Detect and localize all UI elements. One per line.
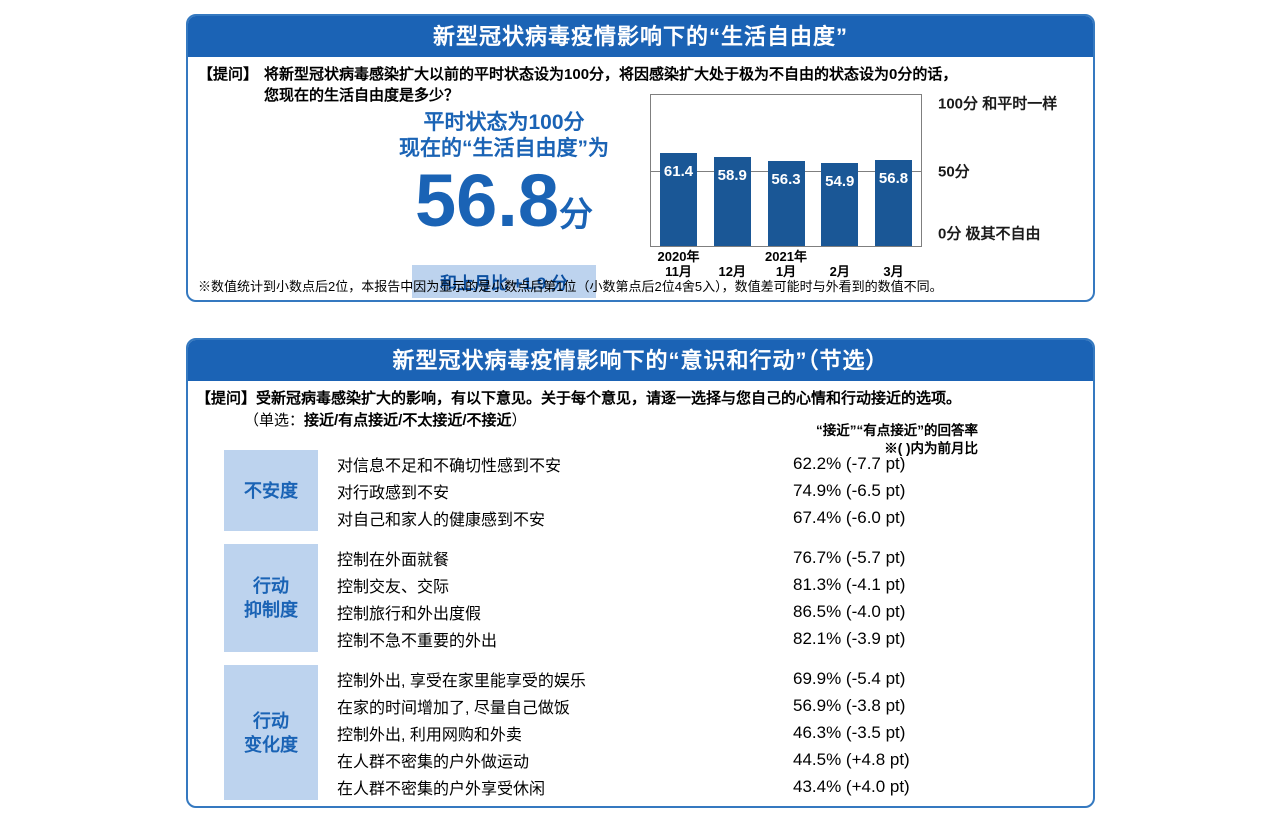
footnote: ※数值统计到小数点后2位，本报告中因为显示的是小数点后第1位（小数第点后2位4舍… xyxy=(198,279,943,294)
bar-2021年1月: 56.3 xyxy=(767,161,805,246)
bar-value-label: 56.3 xyxy=(771,171,801,188)
x-axis-label: 2020年 11月 xyxy=(657,249,700,279)
opinion-rate: 46.3% (-3.5 pt) xyxy=(793,722,906,742)
opinion-rate: 69.9% (-5.4 pt) xyxy=(793,668,906,688)
score-block: 平时状态为100分 现在的“生活自由度”为 56.8分 和上月比 +1.9 分 xyxy=(358,110,650,298)
opinion-text: 在人群不密集的户外做运动 xyxy=(337,753,530,771)
opinion-text: 在家的时间增加了, 尽量自己做饭 xyxy=(337,699,570,717)
opinion-text: 对行政感到不安 xyxy=(337,484,450,502)
opinion-text: 控制不急不重要的外出 xyxy=(337,632,498,650)
opinion-rate: 62.2% (-7.7 pt) xyxy=(793,453,906,473)
axis-annotation: 50分 xyxy=(938,163,970,180)
opinion-rate: 81.3% (-4.1 pt) xyxy=(793,574,906,594)
action-groups: 不安度 对信息不足和不确切性感到不安 62.2% (-7.7 pt) 对行政感到不安 7… xyxy=(224,450,1063,806)
category-items: 控制外出, 享受在家里能享受的娱乐 69.9% (-5.4 pt) 在家的时间增加了… xyxy=(318,665,1063,800)
opinion-text: 控制外出, 利用网购和外卖 xyxy=(337,726,522,744)
bar-value-label: 54.9 xyxy=(825,173,855,191)
bar-12月: 58.9 xyxy=(713,157,751,246)
column-note-line-2: ※( )内为前月比 xyxy=(884,441,978,456)
opinion-row: 对信息不足和不确切性感到不安 62.2% (-7.7 pt) xyxy=(337,450,1063,477)
opinion-text: 在人群不密集的户外享受休闲 xyxy=(337,780,546,798)
x-axis-label: 2021年 1月 xyxy=(765,249,807,279)
panel-awareness-actions-title: 新型冠状病毒疫情影响下的“意识和行动”（节选） xyxy=(188,340,1093,381)
opinion-text: 控制交友、交际 xyxy=(337,578,450,596)
question-line-2: 您现在的生活自由度是多少？ xyxy=(264,87,460,104)
bar-value-label: 58.9 xyxy=(717,167,747,185)
opinion-rate: 43.4% (+4.0 pt) xyxy=(793,776,910,796)
opinion-rate: 56.9% (-3.8 pt) xyxy=(793,695,906,715)
bar-chart-bars: 61.4 58.9 56.3 54.9 56.8 xyxy=(651,95,921,246)
column-note-line-1: “接近”“有点接近”的回答率 xyxy=(816,423,978,438)
x-axis-label: 12月 xyxy=(718,264,746,279)
score-value: 56.8分 xyxy=(358,164,650,259)
question-block: 【提问】 将新型冠状病毒感染扩大以前的平时状态设为100分，将因感染扩大处于极为… xyxy=(198,64,957,106)
option-choices: 接近/有点接近/不太接近/不接近 xyxy=(304,412,512,429)
score-headline-1: 平时状态为100分 xyxy=(423,111,585,134)
category-group: 不安度 对信息不足和不确切性感到不安 62.2% (-7.7 pt) 对行政感到不安 7… xyxy=(224,450,1063,531)
bar-3月: 56.8 xyxy=(875,160,912,246)
bar-chart-xlabels: 2020年 11月 12月 2021年 1月 2月 3月 xyxy=(651,249,921,279)
category-label: 行动 变化度 xyxy=(224,665,318,800)
score-number: 56.8 xyxy=(414,159,560,242)
question-label-2: 【提问】 xyxy=(196,390,257,407)
category-label: 不安度 xyxy=(224,450,318,531)
opinion-rate: 82.1% (-3.9 pt) xyxy=(793,628,906,648)
axis-annotation: 100分 和平时一样 xyxy=(938,95,1058,113)
opinion-row: 在家的时间增加了, 尽量自己做饭 56.9% (-3.8 pt) xyxy=(337,692,1063,719)
category-group: 行动 变化度 控制外出, 享受在家里能享受的娱乐 69.9% (-5.4 pt) 在家的… xyxy=(224,665,1063,800)
axis-annotation: 0分 极其不自由 xyxy=(938,225,1041,243)
x-axis-label: 3月 xyxy=(883,264,904,279)
option-line: （单选：接近/有点接近/不太接近/不接近） xyxy=(244,410,961,432)
bar-chart-axis-labels: 100分 和平时一样 50分 0分 极其不自由 xyxy=(938,94,1093,247)
category-items: 控制在外面就餐 76.7% (-5.7 pt) 控制交友、交际 81.3% (-4.1… xyxy=(318,544,1063,652)
opinion-row: 控制不急不重要的外出 82.1% (-3.9 pt) xyxy=(337,625,1063,652)
opinion-text: 对信息不足和不确切性感到不安 xyxy=(337,457,562,475)
opinion-text: 控制旅行和外出度假 xyxy=(337,605,482,623)
opinion-rate: 67.4% (-6.0 pt) xyxy=(793,507,906,527)
opinion-rate: 44.5% (+4.8 pt) xyxy=(793,749,910,769)
question-text: 将新型冠状病毒感染扩大以前的平时状态设为100分，将因感染扩大处于极为不自由的状… xyxy=(264,64,957,106)
bar-2月: 54.9 xyxy=(821,163,859,246)
opinion-rate: 76.7% (-5.7 pt) xyxy=(793,547,906,567)
opinion-row: 在人群不密集的户外做运动 44.5% (+4.8 pt) xyxy=(337,746,1063,773)
option-suffix: ） xyxy=(511,412,527,429)
column-note: “接近”“有点接近”的回答率 ※( )内为前月比 xyxy=(786,422,978,458)
opinion-row: 控制在外面就餐 76.7% (-5.7 pt) xyxy=(337,544,1063,571)
freedom-bar-chart: 61.4 58.9 56.3 54.9 56.8 2020年 11月 12月 2021年 1月 2… xyxy=(650,94,922,279)
opinion-row: 对行政感到不安 74.9% (-6.5 pt) xyxy=(337,477,1063,504)
bar-value-label: 56.8 xyxy=(878,170,909,188)
opinion-text: 对自己和家人的健康感到不安 xyxy=(337,511,546,529)
opinion-row: 控制交友、交际 81.3% (-4.1 pt) xyxy=(337,571,1063,598)
panel-life-freedom-title: 新型冠状病毒疫情影响下的“生活自由度” xyxy=(188,16,1093,57)
category-items: 对信息不足和不确切性感到不安 62.2% (-7.7 pt) 对行政感到不安 74.9… xyxy=(318,450,1063,531)
opinion-row: 控制旅行和外出度假 86.5% (-4.0 pt) xyxy=(337,598,1063,625)
x-axis-label: 2月 xyxy=(829,264,850,279)
category-group: 行动 抑制度 控制在外面就餐 76.7% (-5.7 pt) 控制交友、交际 81.3% … xyxy=(224,544,1063,652)
bar-value-label: 61.4 xyxy=(663,163,694,181)
opinion-row: 在人群不密集的户外享受休闲 43.4% (+4.0 pt) xyxy=(337,773,1063,800)
opinion-text: 控制在外面就餐 xyxy=(337,551,450,569)
opinion-row: 对自己和家人的健康感到不安 67.4% (-6.0 pt) xyxy=(337,504,1063,531)
question-line: 【提问】 受新冠病毒感染扩大的影响，有以下意见。关于每个意见，请逐一选择与您自己… xyxy=(196,388,961,410)
question-line-1: 将新型冠状病毒感染扩大以前的平时状态设为100分，将因感染扩大处于极为不自由的状… xyxy=(264,66,958,83)
opinion-rate: 86.5% (-4.0 pt) xyxy=(793,601,906,621)
opinion-text: 控制外出, 享受在家里能享受的娱乐 xyxy=(337,672,586,690)
question-text-2: 受新冠病毒感染扩大的影响，有以下意见。关于每个意见，请逐一选择与您自己的心情和行… xyxy=(256,390,962,407)
category-label: 行动 抑制度 xyxy=(224,544,318,652)
month-over-month-badge: 和上月比 +1.9 分 xyxy=(411,265,596,298)
panel-awareness-actions: 新型冠状病毒疫情影响下的“意识和行动”（节选） 【提问】 受新冠病毒感染扩大的影… xyxy=(186,338,1095,808)
opinion-row: 控制外出, 利用网购和外卖 46.3% (-3.5 pt) xyxy=(337,719,1063,746)
question-label: 【提问】 xyxy=(198,66,259,83)
score-headline-2: 现在的“生活自由度”为 xyxy=(399,137,609,160)
panel-life-freedom: 新型冠状病毒疫情影响下的“生活自由度” 【提问】 将新型冠状病毒感染扩大以前的平… xyxy=(186,14,1095,302)
bar-2020年11月: 61.4 xyxy=(660,153,697,246)
opinion-row: 控制外出, 享受在家里能享受的娱乐 69.9% (-5.4 pt) xyxy=(337,665,1063,692)
option-prefix: （单选： xyxy=(244,412,305,429)
score-unit: 分 xyxy=(559,196,594,234)
opinion-rate: 74.9% (-6.5 pt) xyxy=(793,480,906,500)
question-block-2: 【提问】 受新冠病毒感染扩大的影响，有以下意见。关于每个意见，请逐一选择与您自己… xyxy=(196,388,961,432)
